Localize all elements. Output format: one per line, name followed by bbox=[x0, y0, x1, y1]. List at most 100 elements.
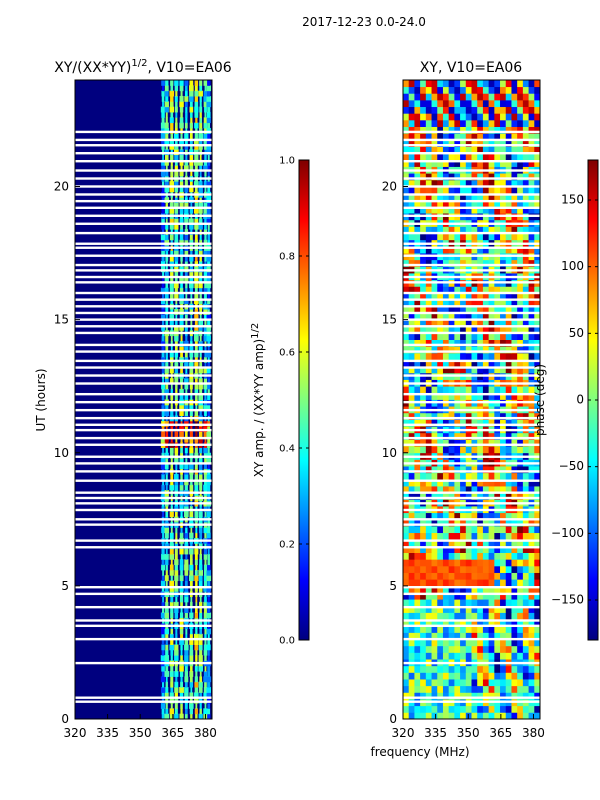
heatmap-cell bbox=[454, 359, 461, 367]
heatmap-cell bbox=[174, 351, 179, 358]
heatmap-cell bbox=[442, 486, 450, 494]
heatmap-cell bbox=[465, 126, 472, 134]
heatmap-cell bbox=[522, 146, 529, 154]
heatmap-cell bbox=[204, 559, 207, 566]
heatmap-cell bbox=[477, 206, 484, 214]
heatmap-cell bbox=[437, 632, 444, 640]
heatmap-cell bbox=[454, 472, 461, 480]
heatmap-cell bbox=[174, 95, 178, 102]
heatmap-cell bbox=[460, 159, 467, 167]
heatmap-cell bbox=[184, 569, 189, 576]
heatmap-cell bbox=[199, 335, 202, 342]
heatmap-cell bbox=[162, 681, 165, 688]
heatmap-cell bbox=[425, 366, 432, 374]
heatmap-cell bbox=[189, 484, 194, 491]
heatmap-cell bbox=[161, 394, 165, 400]
heatmap-cell bbox=[420, 312, 427, 321]
heatmap-cell bbox=[164, 378, 169, 385]
heatmap-cell bbox=[190, 143, 193, 150]
heatmap-cell bbox=[403, 519, 410, 527]
heatmap-cell bbox=[494, 206, 501, 214]
heatmap-cell bbox=[465, 472, 472, 480]
heatmap-cell bbox=[477, 366, 484, 374]
heatmap-cell bbox=[437, 179, 444, 187]
heatmap-cell bbox=[161, 80, 165, 86]
heatmap-cell bbox=[195, 703, 198, 709]
heatmap-cell bbox=[471, 366, 478, 374]
heatmap-cell bbox=[403, 113, 410, 121]
flagged-gap-row bbox=[75, 222, 212, 225]
heatmap-cell bbox=[477, 492, 484, 500]
heatmap-cell bbox=[160, 687, 166, 693]
heatmap-cell bbox=[189, 85, 194, 92]
flagged-gap-row bbox=[403, 455, 540, 458]
heatmap-cell bbox=[442, 332, 450, 340]
heatmap-cell bbox=[477, 652, 484, 660]
heatmap-cell bbox=[494, 705, 501, 713]
heatmap-cell bbox=[488, 319, 495, 327]
heatmap-cell bbox=[160, 170, 166, 177]
flagged-gap-row bbox=[403, 637, 540, 641]
heatmap-cell bbox=[199, 463, 203, 470]
heatmap-cell bbox=[522, 632, 529, 640]
heatmap-cell bbox=[403, 186, 410, 194]
heatmap-cell bbox=[203, 181, 208, 187]
heatmap-cell bbox=[528, 519, 535, 527]
flagged-gap-row bbox=[75, 199, 212, 203]
heatmap-cell bbox=[161, 575, 165, 582]
heatmap-cell bbox=[425, 326, 432, 334]
heatmap-cell bbox=[431, 652, 438, 660]
heatmap-cell bbox=[408, 525, 415, 534]
heatmap-cell bbox=[448, 439, 455, 447]
heatmap-cell bbox=[494, 679, 501, 687]
heatmap-cell bbox=[534, 486, 540, 494]
heatmap-cell bbox=[184, 101, 188, 108]
heatmap-cell bbox=[465, 99, 472, 108]
heatmap-cell bbox=[179, 154, 184, 161]
y-tick-label: 15 bbox=[54, 313, 69, 327]
heatmap-cell bbox=[500, 246, 507, 254]
heatmap-cell bbox=[517, 179, 524, 187]
heatmap-cell bbox=[465, 625, 472, 633]
heatmap-cell bbox=[437, 539, 444, 547]
heatmap-cell bbox=[477, 665, 484, 673]
heatmap-cell bbox=[194, 575, 199, 582]
heatmap-cell bbox=[471, 632, 478, 640]
heatmap-cell bbox=[511, 126, 518, 134]
heatmap-cell bbox=[165, 548, 168, 555]
heatmap-cell bbox=[420, 179, 427, 187]
right-plot-frame bbox=[402, 79, 541, 720]
heatmap-cell bbox=[194, 282, 199, 289]
heatmap-cell bbox=[184, 484, 188, 491]
heatmap-cell bbox=[488, 346, 495, 354]
heatmap-cell bbox=[403, 352, 410, 360]
heatmap-cell bbox=[194, 511, 199, 518]
heatmap-cell bbox=[184, 671, 189, 677]
heatmap-cell bbox=[488, 233, 495, 241]
heatmap-cell bbox=[505, 153, 512, 161]
heatmap-cell bbox=[174, 122, 178, 129]
heatmap-cell bbox=[500, 306, 507, 314]
heatmap-cell bbox=[174, 458, 179, 464]
heatmap-cell bbox=[471, 139, 478, 147]
heatmap-cell bbox=[471, 432, 478, 440]
heatmap-cell bbox=[494, 133, 501, 141]
heatmap-cell bbox=[189, 703, 194, 709]
flagged-gap-row bbox=[403, 144, 540, 147]
heatmap-cell bbox=[505, 585, 512, 593]
heatmap-cell bbox=[500, 592, 507, 600]
heatmap-cell bbox=[204, 282, 207, 289]
heatmap-cell bbox=[403, 126, 410, 134]
heatmap-cell bbox=[175, 410, 178, 416]
heatmap-cell bbox=[175, 101, 178, 108]
heatmap-cell bbox=[437, 299, 444, 307]
heatmap-cell bbox=[170, 111, 174, 118]
heatmap-cell bbox=[403, 299, 410, 307]
heatmap-cell bbox=[408, 492, 415, 500]
heatmap-cell bbox=[471, 186, 478, 194]
heatmap-cell bbox=[488, 326, 495, 334]
heatmap-cell bbox=[165, 133, 169, 140]
heatmap-cell bbox=[408, 359, 415, 367]
heatmap-cell bbox=[170, 649, 174, 656]
heatmap-cell bbox=[477, 286, 484, 294]
